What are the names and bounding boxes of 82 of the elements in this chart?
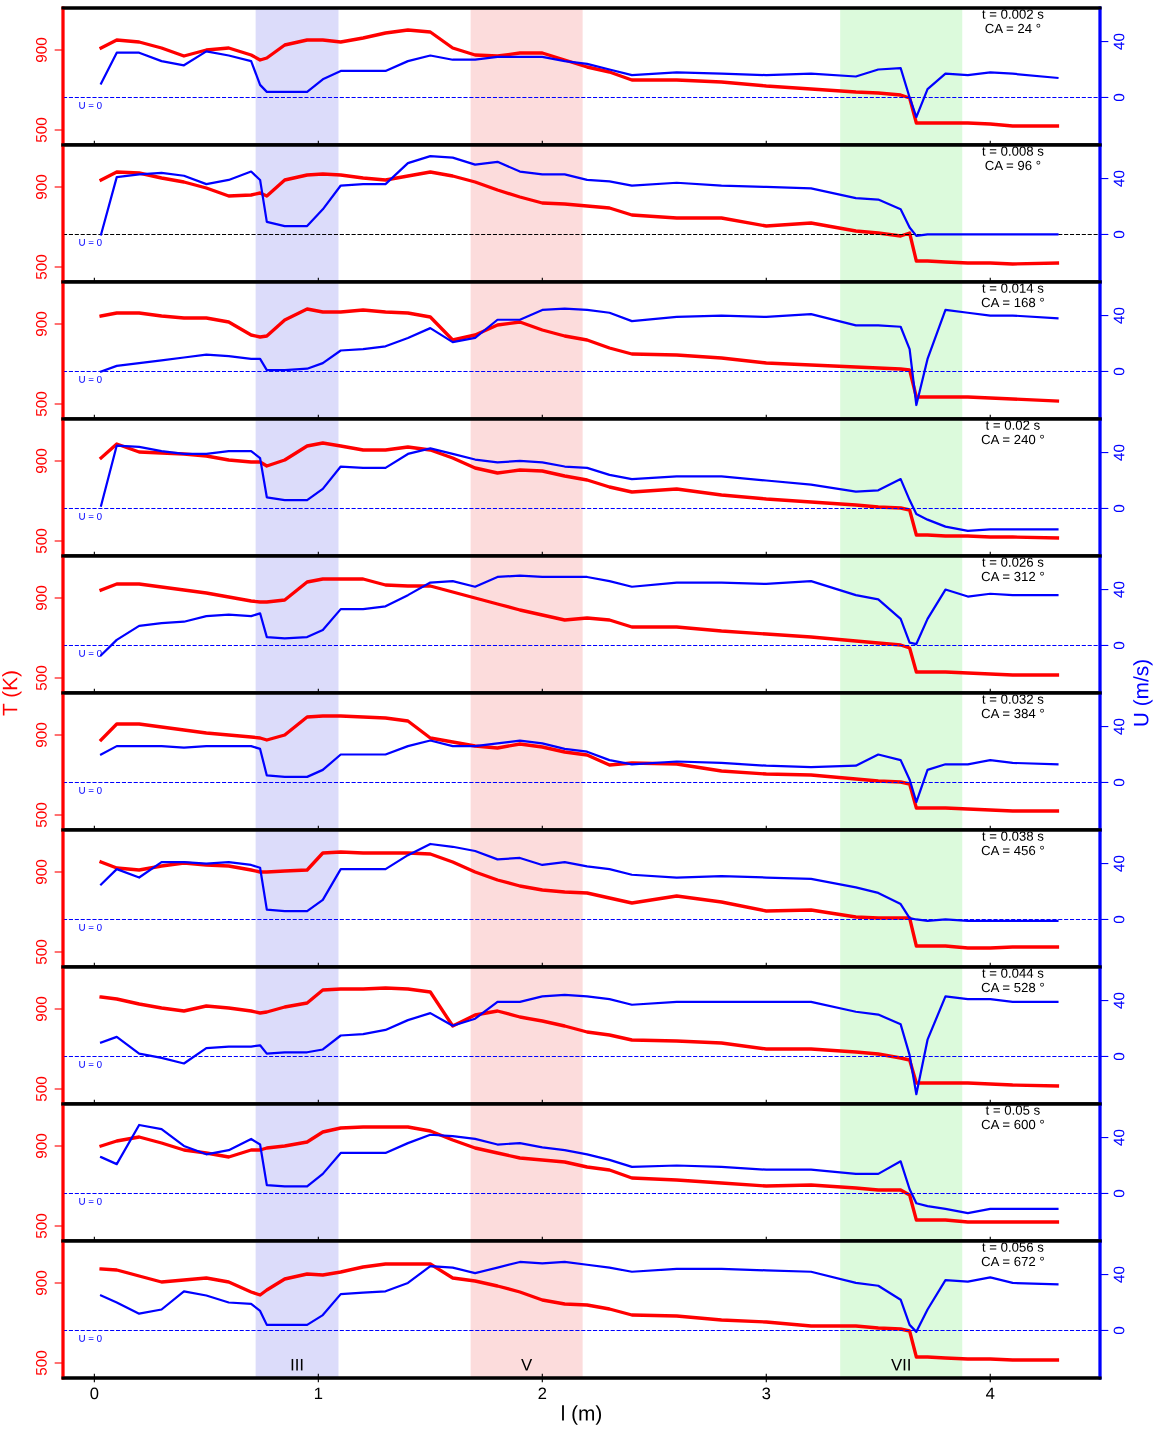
y2-tick-label: 40 xyxy=(1113,855,1125,872)
y2-tick-label: 0 xyxy=(1113,1189,1125,1198)
line-series xyxy=(99,155,1059,237)
y2-tick-label: 0 xyxy=(1113,504,1125,513)
y2-tick-label: 0 xyxy=(1113,778,1125,787)
annotation: t = 0.026 s xyxy=(982,557,1044,567)
x-tick-label: 2 xyxy=(538,1387,547,1400)
y-tick-label: 500 xyxy=(35,802,47,828)
annotation: CA = 456 ° xyxy=(981,845,1044,856)
x-tick-label: 4 xyxy=(986,1387,995,1400)
y2-tick-label: 40 xyxy=(1113,992,1125,1009)
ref-line-label: U = 0 xyxy=(79,1197,102,1205)
y-tick-label: 900 xyxy=(35,448,47,474)
annotation: CA = 600 ° xyxy=(981,1119,1044,1130)
annotation: t = 0.02 s xyxy=(985,420,1040,430)
y-tick-label: 900 xyxy=(35,174,47,200)
x-axis-title: l (m) xyxy=(562,1405,602,1425)
ref-line-label: U = 0 xyxy=(79,375,102,383)
y2-tick-label: 40 xyxy=(1113,718,1125,735)
y-tick-label: 500 xyxy=(35,1213,47,1239)
annotation: CA = 168 ° xyxy=(981,297,1044,308)
y2-tick-label: 0 xyxy=(1113,93,1125,102)
y2-tick-label: 40 xyxy=(1113,170,1125,187)
annotation: CA = 528 ° xyxy=(981,982,1044,993)
line-series xyxy=(99,170,1060,266)
annotation: CA = 312 ° xyxy=(981,571,1044,582)
band-label: III xyxy=(291,1358,303,1371)
annotation: CA = 240 ° xyxy=(981,434,1044,445)
annotation: t = 0.008 s xyxy=(982,146,1044,156)
annotation: t = 0.038 s xyxy=(982,831,1044,841)
annotation: t = 0.014 s xyxy=(982,283,1044,293)
y2-tick-label: 40 xyxy=(1113,1266,1125,1283)
y2-tick-label: 0 xyxy=(1113,1052,1125,1061)
y2-tick-label: 0 xyxy=(1113,641,1125,650)
y-tick-label: 500 xyxy=(35,117,47,143)
y-tick-label: 900 xyxy=(35,585,47,611)
x-tick-label: 0 xyxy=(90,1387,99,1400)
y2-tick-label: 40 xyxy=(1113,307,1125,324)
annotation: t = 0.056 s xyxy=(982,1242,1044,1252)
y2-tick-label: 0 xyxy=(1113,1326,1125,1335)
annotation: CA = 24 ° xyxy=(985,23,1041,34)
y-axis-title: T (K) xyxy=(2,671,22,716)
y-tick-label: 500 xyxy=(35,528,47,554)
y2-tick-label: 0 xyxy=(1113,230,1125,239)
ref-line-label: U = 0 xyxy=(79,786,102,794)
annotation: t = 0.002 s xyxy=(982,9,1044,19)
band-label: VII xyxy=(891,1358,910,1371)
y-tick-label: 500 xyxy=(35,939,47,965)
annotation: t = 0.032 s xyxy=(982,694,1044,704)
ref-line-label: U = 0 xyxy=(79,923,102,931)
y2-tick-label: 40 xyxy=(1113,1129,1125,1146)
y-tick-label: 500 xyxy=(35,254,47,280)
ref-line-label: U = 0 xyxy=(79,238,102,246)
y-tick-label: 500 xyxy=(35,391,47,417)
y-tick-label: 900 xyxy=(35,37,47,63)
ref-line-label: U = 0 xyxy=(79,1060,102,1068)
annotation: CA = 384 ° xyxy=(981,708,1044,719)
y-tick-label: 500 xyxy=(35,1076,47,1102)
y-tick-label: 900 xyxy=(35,859,47,885)
annotation: CA = 96 ° xyxy=(985,160,1041,171)
y2-axis-title: U (m/s) xyxy=(1133,660,1153,726)
y2-tick-label: 40 xyxy=(1113,444,1125,461)
y-tick-label: 500 xyxy=(35,1350,47,1376)
y-tick-label: 900 xyxy=(35,311,47,337)
ref-line-label: U = 0 xyxy=(79,512,102,520)
x-tick-label: 3 xyxy=(762,1387,771,1400)
y-tick-label: 900 xyxy=(35,996,47,1022)
ref-line-label: U = 0 xyxy=(79,101,102,109)
x-tick-label: 1 xyxy=(314,1387,323,1400)
y2-tick-label: 0 xyxy=(1113,915,1125,924)
band-label: V xyxy=(521,1358,533,1371)
y2-tick-label: 40 xyxy=(1113,581,1125,598)
y2-tick-label: 40 xyxy=(1113,33,1125,50)
annotation: CA = 672 ° xyxy=(981,1256,1044,1267)
y-tick-label: 900 xyxy=(35,1270,47,1296)
ref-line-label: U = 0 xyxy=(79,1334,102,1342)
y-tick-label: 900 xyxy=(35,1133,47,1159)
annotation: t = 0.044 s xyxy=(982,968,1044,978)
y-tick-label: 900 xyxy=(35,722,47,748)
annotation: t = 0.05 s xyxy=(985,1105,1040,1115)
y-tick-label: 500 xyxy=(35,665,47,691)
y2-tick-label: 0 xyxy=(1113,367,1125,376)
